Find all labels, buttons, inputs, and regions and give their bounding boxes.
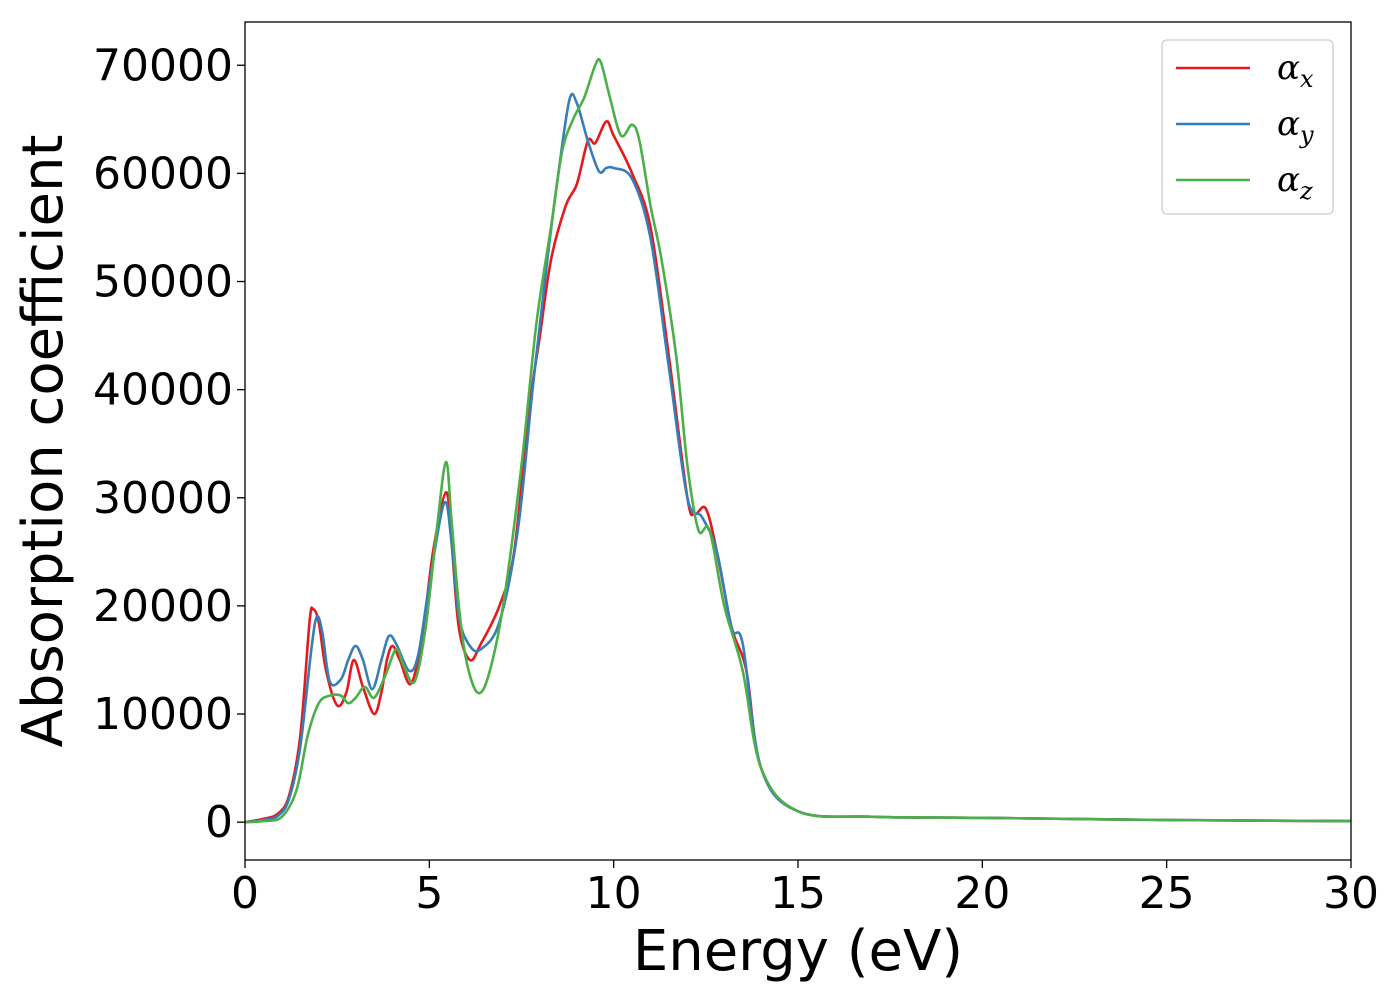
series-line-alpha-x [244,120,1352,824]
y-tick-label: 30000 [93,473,233,524]
x-tick-label: 0 [231,868,259,919]
legend-frame [1161,39,1334,215]
x-tick-label: 20 [954,868,1010,919]
series-line-alpha-z [244,57,1352,824]
series-layer [244,57,1352,824]
y-tick-label: 10000 [93,689,233,740]
y-tick-label: 20000 [93,581,233,632]
x-tick-label: 10 [586,868,642,919]
x-tick-label: 5 [415,868,443,919]
x-tick-label: 15 [770,868,826,919]
y-tick-label: 60000 [93,148,233,199]
y-tick-label: 70000 [93,40,233,91]
y-axis-label: Absorption coefficient [11,135,76,748]
x-axis-label: Energy (eV) [633,919,963,984]
y-axis-ticks: 0 10000 20000 30000 40000 50000 60000 70000 [93,40,245,848]
x-tick-label: 25 [1139,868,1195,919]
y-tick-label: 50000 [93,257,233,308]
x-axis-ticks: 0 5 10 15 20 25 30 [231,860,1379,919]
y-tick-label: 0 [205,797,233,848]
x-tick-label: 30 [1323,868,1379,919]
y-tick-label: 40000 [93,365,233,416]
